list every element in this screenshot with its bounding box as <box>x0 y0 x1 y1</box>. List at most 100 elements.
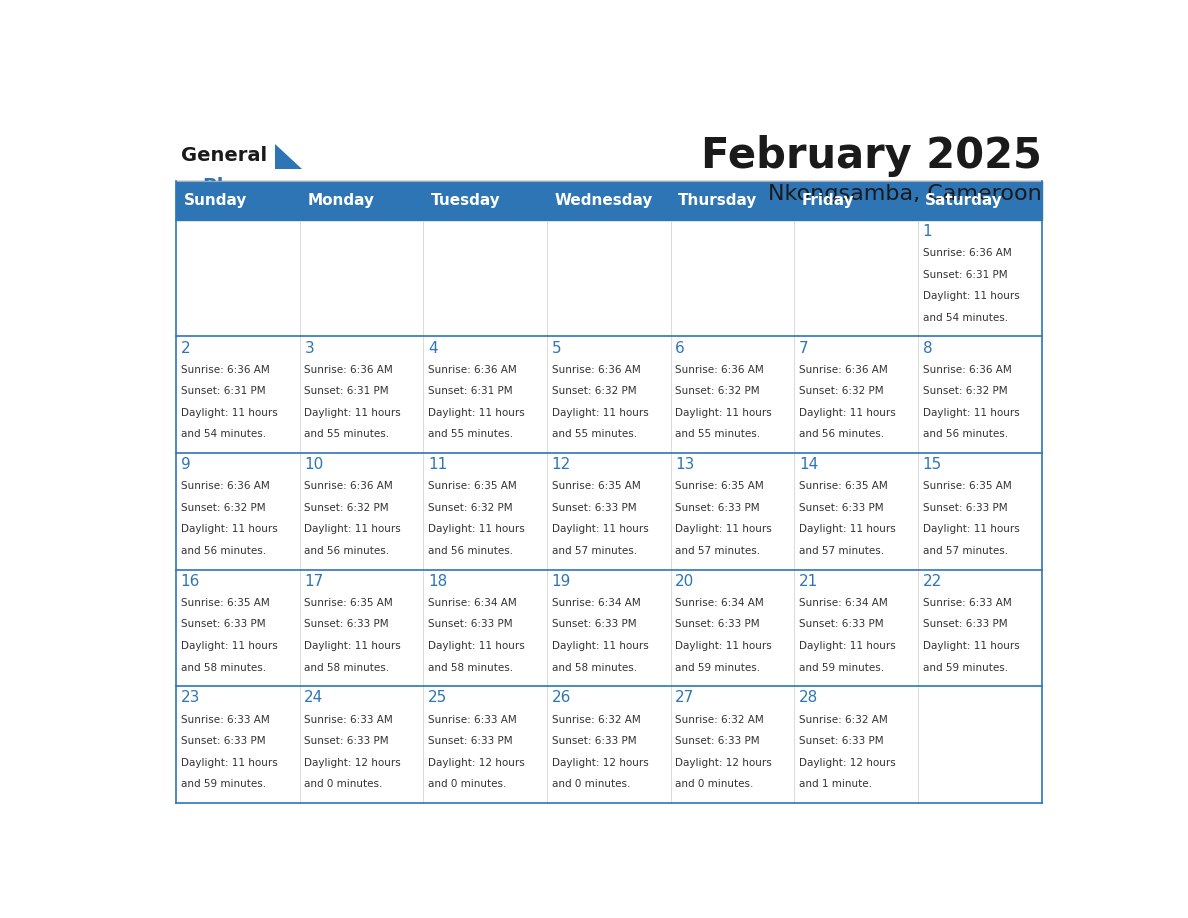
Text: Sunset: 6:33 PM: Sunset: 6:33 PM <box>304 620 388 630</box>
FancyBboxPatch shape <box>795 336 918 453</box>
FancyBboxPatch shape <box>176 336 299 453</box>
FancyBboxPatch shape <box>918 181 1042 219</box>
Text: and 57 minutes.: and 57 minutes. <box>923 546 1007 556</box>
FancyBboxPatch shape <box>671 181 795 219</box>
Text: Daylight: 11 hours: Daylight: 11 hours <box>675 641 772 651</box>
Text: Daylight: 11 hours: Daylight: 11 hours <box>675 524 772 534</box>
Text: Sunset: 6:33 PM: Sunset: 6:33 PM <box>181 620 265 630</box>
Text: 6: 6 <box>675 341 685 355</box>
FancyBboxPatch shape <box>176 453 299 569</box>
Polygon shape <box>274 144 302 169</box>
Text: Sunrise: 6:35 AM: Sunrise: 6:35 AM <box>798 481 887 491</box>
FancyBboxPatch shape <box>671 453 795 569</box>
FancyBboxPatch shape <box>546 453 671 569</box>
Text: Sunrise: 6:32 AM: Sunrise: 6:32 AM <box>551 714 640 724</box>
Text: Sunrise: 6:36 AM: Sunrise: 6:36 AM <box>551 364 640 375</box>
FancyBboxPatch shape <box>299 569 423 687</box>
Text: General: General <box>181 145 267 164</box>
Text: Sunset: 6:32 PM: Sunset: 6:32 PM <box>798 386 884 397</box>
Text: Daylight: 11 hours: Daylight: 11 hours <box>923 524 1019 534</box>
Text: Sunset: 6:32 PM: Sunset: 6:32 PM <box>551 386 637 397</box>
Text: and 55 minutes.: and 55 minutes. <box>428 430 513 440</box>
FancyBboxPatch shape <box>918 336 1042 453</box>
Text: Daylight: 11 hours: Daylight: 11 hours <box>428 641 525 651</box>
Text: Sunset: 6:33 PM: Sunset: 6:33 PM <box>181 736 265 746</box>
Text: 9: 9 <box>181 457 190 472</box>
FancyBboxPatch shape <box>299 181 423 219</box>
Text: Daylight: 11 hours: Daylight: 11 hours <box>798 408 896 418</box>
Text: Sunrise: 6:34 AM: Sunrise: 6:34 AM <box>428 598 517 608</box>
Text: Daylight: 11 hours: Daylight: 11 hours <box>551 641 649 651</box>
Text: Sunset: 6:33 PM: Sunset: 6:33 PM <box>551 736 637 746</box>
Text: and 57 minutes.: and 57 minutes. <box>798 546 884 556</box>
Text: 5: 5 <box>551 341 561 355</box>
FancyBboxPatch shape <box>918 569 1042 687</box>
Text: Thursday: Thursday <box>678 193 758 207</box>
Text: February 2025: February 2025 <box>701 135 1042 177</box>
Text: Daylight: 11 hours: Daylight: 11 hours <box>798 641 896 651</box>
Text: Nkongsamba, Cameroon: Nkongsamba, Cameroon <box>767 185 1042 205</box>
Text: 12: 12 <box>551 457 571 472</box>
Text: and 56 minutes.: and 56 minutes. <box>798 430 884 440</box>
Text: Daylight: 11 hours: Daylight: 11 hours <box>923 408 1019 418</box>
Text: Sunset: 6:33 PM: Sunset: 6:33 PM <box>798 736 884 746</box>
FancyBboxPatch shape <box>546 687 671 803</box>
Text: 27: 27 <box>675 690 695 706</box>
FancyBboxPatch shape <box>176 569 299 687</box>
Text: and 59 minutes.: and 59 minutes. <box>675 663 760 673</box>
Text: Sunset: 6:33 PM: Sunset: 6:33 PM <box>798 620 884 630</box>
FancyBboxPatch shape <box>423 181 546 219</box>
Text: 7: 7 <box>798 341 809 355</box>
Text: Sunrise: 6:36 AM: Sunrise: 6:36 AM <box>181 364 270 375</box>
Text: 2: 2 <box>181 341 190 355</box>
Text: Daylight: 12 hours: Daylight: 12 hours <box>798 757 896 767</box>
Text: 19: 19 <box>551 574 571 588</box>
Text: and 57 minutes.: and 57 minutes. <box>551 546 637 556</box>
Text: Sunrise: 6:36 AM: Sunrise: 6:36 AM <box>181 481 270 491</box>
Text: Daylight: 11 hours: Daylight: 11 hours <box>923 291 1019 301</box>
Text: Daylight: 11 hours: Daylight: 11 hours <box>181 408 278 418</box>
FancyBboxPatch shape <box>423 336 546 453</box>
Text: Sunrise: 6:35 AM: Sunrise: 6:35 AM <box>181 598 270 608</box>
Text: Sunset: 6:32 PM: Sunset: 6:32 PM <box>675 386 760 397</box>
Text: and 59 minutes.: and 59 minutes. <box>923 663 1007 673</box>
Text: Sunset: 6:33 PM: Sunset: 6:33 PM <box>923 620 1007 630</box>
Text: Daylight: 11 hours: Daylight: 11 hours <box>675 408 772 418</box>
Text: Sunrise: 6:36 AM: Sunrise: 6:36 AM <box>675 364 764 375</box>
Text: and 58 minutes.: and 58 minutes. <box>428 663 513 673</box>
Text: Sunday: Sunday <box>183 193 247 207</box>
Text: 16: 16 <box>181 574 200 588</box>
Text: Daylight: 12 hours: Daylight: 12 hours <box>551 757 649 767</box>
Text: Wednesday: Wednesday <box>555 193 653 207</box>
FancyBboxPatch shape <box>795 181 918 219</box>
Text: Sunrise: 6:32 AM: Sunrise: 6:32 AM <box>675 714 764 724</box>
Text: Sunset: 6:33 PM: Sunset: 6:33 PM <box>304 736 388 746</box>
Text: Daylight: 11 hours: Daylight: 11 hours <box>428 408 525 418</box>
Text: and 56 minutes.: and 56 minutes. <box>181 546 266 556</box>
Text: Sunrise: 6:32 AM: Sunrise: 6:32 AM <box>798 714 887 724</box>
Text: Daylight: 11 hours: Daylight: 11 hours <box>304 524 402 534</box>
Text: and 59 minutes.: and 59 minutes. <box>181 779 266 789</box>
Text: Sunset: 6:31 PM: Sunset: 6:31 PM <box>181 386 265 397</box>
Text: and 57 minutes.: and 57 minutes. <box>675 546 760 556</box>
Text: Sunrise: 6:36 AM: Sunrise: 6:36 AM <box>304 364 393 375</box>
Text: Monday: Monday <box>308 193 374 207</box>
Text: Sunrise: 6:35 AM: Sunrise: 6:35 AM <box>304 598 393 608</box>
Text: Sunrise: 6:34 AM: Sunrise: 6:34 AM <box>675 598 764 608</box>
Text: Sunset: 6:33 PM: Sunset: 6:33 PM <box>675 620 760 630</box>
Text: Daylight: 11 hours: Daylight: 11 hours <box>428 524 525 534</box>
FancyBboxPatch shape <box>176 219 299 336</box>
FancyBboxPatch shape <box>671 687 795 803</box>
Text: Sunset: 6:31 PM: Sunset: 6:31 PM <box>923 270 1007 280</box>
Text: 18: 18 <box>428 574 447 588</box>
Text: 17: 17 <box>304 574 323 588</box>
Text: Sunrise: 6:33 AM: Sunrise: 6:33 AM <box>923 598 1011 608</box>
Text: and 55 minutes.: and 55 minutes. <box>551 430 637 440</box>
Text: Sunrise: 6:35 AM: Sunrise: 6:35 AM <box>551 481 640 491</box>
Text: Friday: Friday <box>802 193 854 207</box>
Text: and 1 minute.: and 1 minute. <box>798 779 872 789</box>
Text: Sunset: 6:33 PM: Sunset: 6:33 PM <box>675 503 760 513</box>
Text: Sunset: 6:33 PM: Sunset: 6:33 PM <box>798 503 884 513</box>
Text: Sunset: 6:32 PM: Sunset: 6:32 PM <box>181 503 265 513</box>
Text: Daylight: 11 hours: Daylight: 11 hours <box>181 524 278 534</box>
